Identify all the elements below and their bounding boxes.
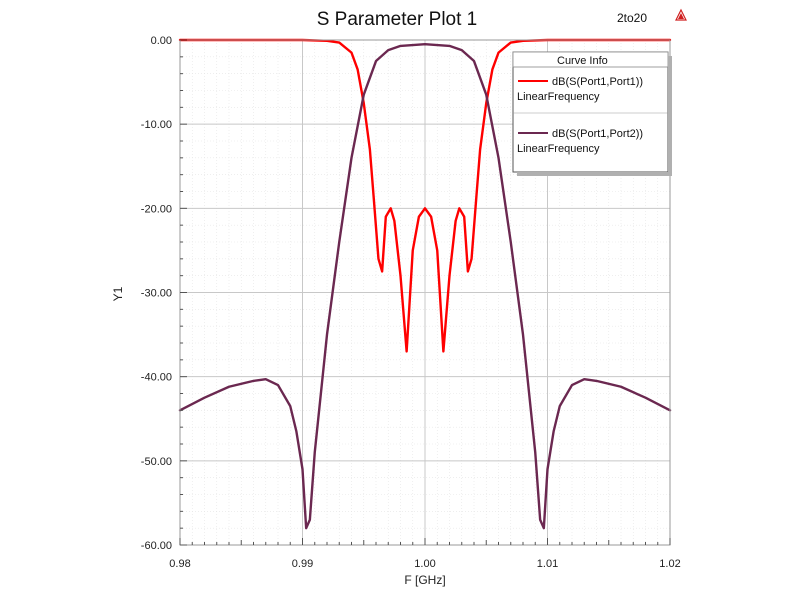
y-tick-label: -50.00 — [141, 456, 172, 468]
y-tick-label: 0.00 — [151, 35, 172, 47]
series-layer — [178, 38, 672, 530]
x-tick-label: 1.00 — [414, 558, 435, 570]
legend-entry-s11-sub: LinearFrequency — [517, 91, 600, 103]
x-tick-label: 1.01 — [537, 558, 558, 570]
y-axis-label: Y1 — [111, 286, 125, 301]
legend-entry-s21-name: dB(S(Port1,Port2)) — [552, 128, 643, 140]
x-tick-label: 0.99 — [292, 558, 313, 570]
y-tick-label: -40.00 — [141, 372, 172, 384]
plot-tag: 2to20 — [617, 11, 647, 25]
y-tick-label: -10.00 — [141, 119, 172, 131]
legend[interactable]: Curve Info dB(S(Port1,Port1)) LinearFreq… — [512, 51, 672, 176]
legend-box — [512, 51, 669, 173]
series-line-s11 — [178, 38, 672, 353]
x-axis-label: F [GHz] — [404, 573, 445, 587]
legend-entry-s21-sub: LinearFrequency — [517, 143, 600, 155]
legend-shadow-bottom — [517, 172, 672, 176]
y-tick-labels: 0.00 -10.00 -20.00 -30.00 -40.00 -50.00 -60.00 — [141, 35, 172, 552]
y-tick-label: -20.00 — [141, 203, 172, 215]
ansys-triangle-icon — [675, 8, 687, 21]
series-line-s21 — [178, 43, 672, 530]
x-tick-label: 0.98 — [169, 558, 190, 570]
grid-lines — [180, 40, 670, 545]
legend-title: Curve Info — [557, 55, 608, 67]
y-tick-label: -60.00 — [141, 540, 172, 552]
legend-entry-s11-name: dB(S(Port1,Port1)) — [552, 76, 643, 88]
chart-title: S Parameter Plot 1 — [317, 9, 478, 30]
axes — [179, 39, 671, 546]
y-tick-label: -30.00 — [141, 288, 172, 300]
x-tick-labels: 0.98 0.99 1.00 1.01 1.02 — [169, 558, 680, 570]
legend-shadow-right — [668, 56, 672, 176]
x-tick-label: 1.02 — [659, 558, 680, 570]
